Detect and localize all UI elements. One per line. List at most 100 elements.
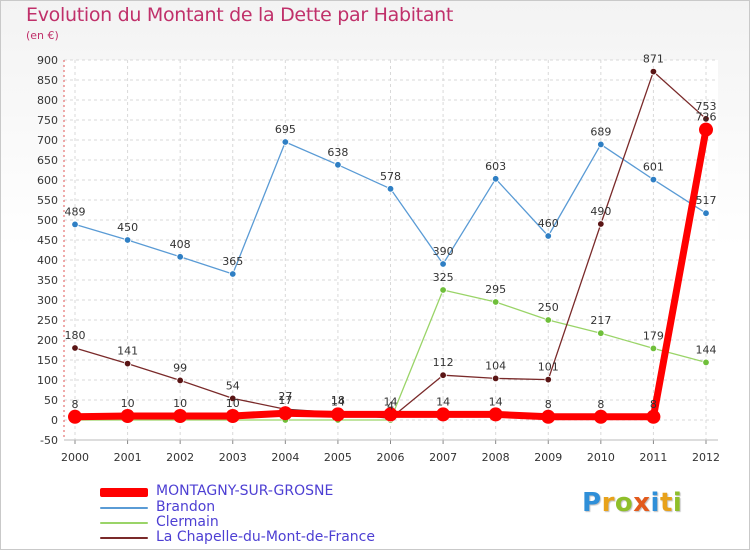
data-label: 8	[597, 398, 604, 411]
logo-letter: o	[614, 488, 634, 518]
logo-letter: i	[672, 488, 683, 518]
data-label: 14	[384, 395, 398, 408]
y-tick-label: 850	[37, 74, 58, 87]
data-point	[702, 358, 710, 367]
data-label: 365	[222, 255, 243, 268]
y-tick-label: 400	[37, 254, 58, 267]
x-tick-label: 2003	[219, 451, 247, 464]
y-tick-label: -50	[40, 434, 58, 447]
legend-label: Brandon	[156, 499, 216, 515]
y-tick-label: 50	[44, 394, 58, 407]
x-tick-label: 2008	[482, 451, 510, 464]
data-point	[702, 115, 710, 123]
data-point	[544, 375, 552, 384]
data-point	[71, 344, 79, 352]
x-tick-label: 2004	[271, 451, 299, 464]
y-tick-label: 0	[51, 414, 58, 427]
data-point	[439, 371, 447, 379]
x-tick-label: 2009	[534, 451, 562, 464]
y-tick-label: 550	[37, 194, 58, 207]
data-label: 27	[278, 390, 292, 403]
x-tick-label: 2006	[377, 451, 405, 464]
data-label: 295	[485, 283, 506, 296]
logo-letter: P	[582, 488, 602, 518]
legend-label: Clermain	[156, 514, 219, 530]
data-label: 104	[485, 359, 506, 372]
data-label: 54	[226, 379, 240, 392]
data-point	[439, 286, 447, 294]
legend-swatch	[100, 522, 148, 524]
data-label: 578	[380, 170, 401, 183]
data-point	[436, 407, 451, 422]
data-point	[597, 329, 605, 337]
y-tick-label: 700	[37, 134, 58, 147]
data-point	[491, 374, 500, 383]
data-label: 112	[433, 356, 454, 369]
x-tick-label: 2010	[587, 451, 615, 464]
data-label: 695	[275, 123, 296, 136]
data-point	[120, 409, 135, 423]
y-tick-label: 500	[37, 214, 58, 227]
data-point	[386, 185, 395, 193]
data-label: 10	[121, 397, 135, 410]
logo-letter: i	[650, 488, 660, 518]
data-label: 8	[72, 398, 79, 411]
data-point	[597, 220, 605, 228]
data-label: 250	[538, 301, 559, 314]
chart-unit-label: (en €)	[26, 29, 59, 42]
y-tick-label: 100	[37, 374, 58, 387]
data-label: 325	[433, 271, 454, 284]
y-tick-label: 300	[37, 294, 58, 307]
data-label: 141	[117, 345, 138, 358]
data-point	[278, 406, 293, 421]
data-point	[71, 220, 79, 229]
data-point	[176, 376, 184, 385]
data-label: 101	[538, 361, 559, 374]
logo-letter: r	[601, 488, 615, 518]
data-point	[541, 409, 556, 424]
y-tick-label: 150	[37, 354, 58, 367]
y-tick-label: 450	[37, 234, 58, 247]
legend-swatch	[100, 507, 148, 509]
data-point	[123, 236, 132, 244]
grid	[64, 59, 718, 441]
data-point	[544, 232, 552, 240]
series-lines	[68, 67, 713, 424]
data-point	[646, 409, 661, 424]
data-label: 4	[387, 399, 394, 412]
data-label: 638	[327, 146, 348, 159]
data-label: 10	[226, 397, 240, 410]
data-label: 18	[331, 394, 345, 407]
x-tick-label: 2002	[166, 451, 194, 464]
data-point	[334, 161, 342, 169]
legend-item: La Chapelle-du-Mont-de-France	[100, 529, 430, 546]
data-point	[544, 316, 552, 324]
data-label: 871	[643, 53, 664, 66]
data-point	[225, 409, 240, 423]
data-point	[597, 140, 605, 149]
data-label: 489	[65, 205, 86, 218]
legend-swatch	[100, 488, 148, 497]
data-label: 17	[278, 394, 292, 407]
data-point	[330, 407, 345, 422]
data-label: 689	[590, 125, 611, 138]
y-tick-label: 900	[37, 54, 58, 67]
data-point	[281, 138, 290, 146]
data-point	[649, 67, 658, 76]
data-label: 603	[485, 160, 506, 173]
legend-swatch	[100, 537, 148, 539]
data-label: 180	[65, 329, 86, 342]
legend-item: Brandon	[100, 499, 430, 516]
data-point	[229, 270, 237, 278]
data-label: 726	[696, 111, 717, 124]
data-point	[699, 122, 713, 137]
data-point	[488, 407, 503, 422]
data-label: 517	[696, 194, 717, 207]
data-label: 179	[643, 329, 664, 342]
data-label: 10	[173, 397, 187, 410]
data-label: 390	[433, 245, 454, 258]
data-label: 460	[538, 217, 559, 230]
data-label: 601	[643, 161, 664, 174]
data-label: 408	[170, 238, 191, 251]
